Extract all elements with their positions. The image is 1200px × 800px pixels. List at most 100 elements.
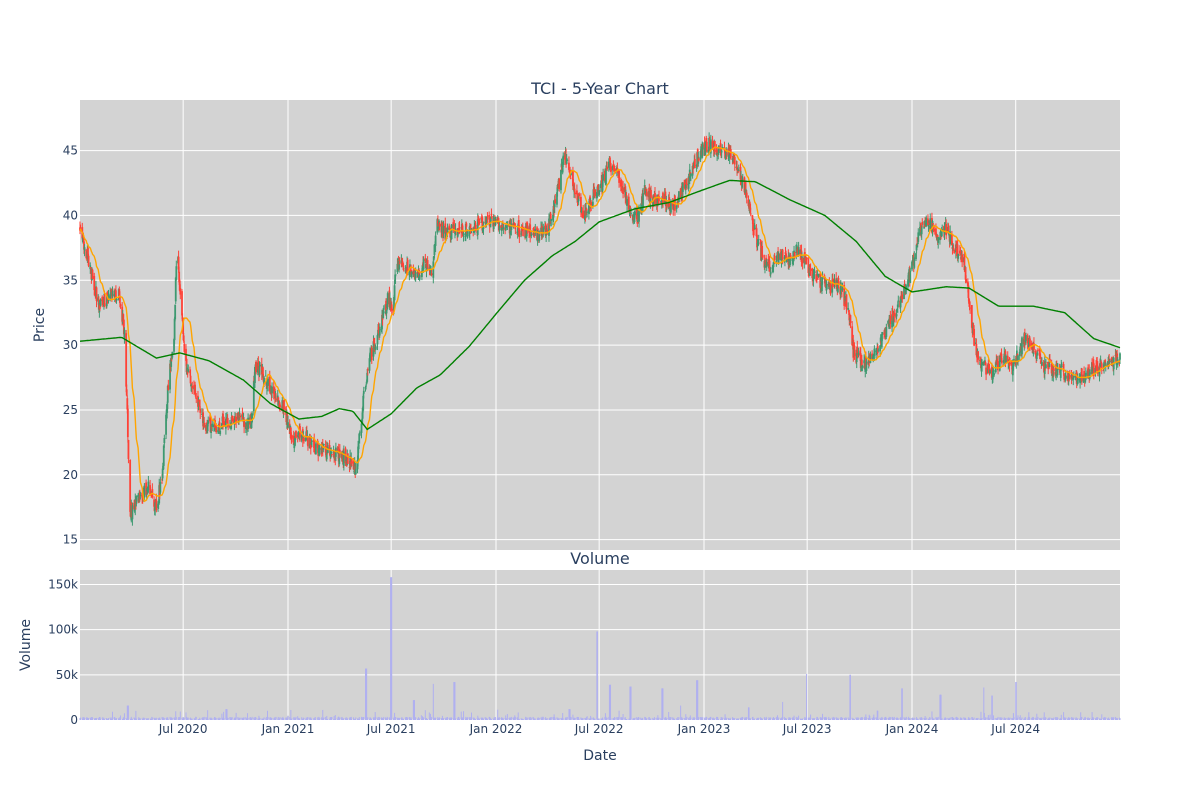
candle-body bbox=[1038, 349, 1041, 356]
candle-body bbox=[283, 399, 285, 410]
candle-body bbox=[458, 227, 461, 229]
candle-body bbox=[438, 223, 441, 227]
candle-body bbox=[452, 222, 455, 228]
candle-body bbox=[189, 375, 192, 384]
candle-body bbox=[110, 289, 113, 293]
candle-body bbox=[374, 346, 377, 350]
candle-body bbox=[879, 345, 881, 352]
candle-body bbox=[242, 417, 244, 419]
volume-axis-title: Volume bbox=[18, 619, 34, 671]
candle-body bbox=[919, 228, 922, 229]
candle-body bbox=[841, 290, 843, 292]
candle-body bbox=[847, 310, 850, 313]
candle-body bbox=[187, 369, 190, 372]
candle-body bbox=[514, 227, 517, 230]
candle-body bbox=[485, 216, 488, 220]
candle-body bbox=[416, 271, 419, 274]
candle-body bbox=[687, 176, 690, 189]
candle-body bbox=[739, 166, 742, 180]
candle-body bbox=[1039, 360, 1042, 364]
candle-body bbox=[310, 442, 313, 445]
candle-body bbox=[346, 453, 349, 464]
candle-body bbox=[354, 469, 357, 475]
candle-body bbox=[927, 225, 930, 227]
candle-body bbox=[966, 281, 969, 287]
candle-body bbox=[955, 241, 958, 251]
candle-body bbox=[666, 203, 668, 207]
candle-body bbox=[729, 149, 732, 158]
candle-body bbox=[556, 192, 558, 205]
candle-body bbox=[342, 451, 345, 466]
candle-body bbox=[490, 213, 493, 216]
candle-body bbox=[260, 364, 263, 375]
candle-body bbox=[544, 224, 547, 236]
candle-body bbox=[300, 434, 303, 441]
candle-body bbox=[357, 444, 360, 450]
candle-body bbox=[311, 441, 313, 442]
candle-body bbox=[1056, 369, 1059, 370]
candle-body bbox=[500, 228, 503, 231]
candle-body bbox=[361, 418, 363, 422]
price-y-tick-label: 40 bbox=[63, 208, 78, 222]
candle-body bbox=[186, 370, 189, 374]
candle-body bbox=[708, 138, 711, 150]
candle-body bbox=[785, 258, 788, 263]
candle-body bbox=[394, 274, 397, 284]
candle-body bbox=[323, 443, 325, 445]
candle-body bbox=[725, 153, 728, 155]
candle-body bbox=[526, 222, 529, 231]
candle-body bbox=[111, 290, 114, 297]
candle-body bbox=[174, 277, 177, 302]
candle-body bbox=[1071, 376, 1074, 378]
x-tick-label: Jul 2020 bbox=[158, 722, 208, 736]
candle-body bbox=[135, 496, 138, 504]
candle-body bbox=[268, 376, 271, 392]
candle-body bbox=[753, 229, 756, 231]
candle-body bbox=[430, 271, 432, 273]
candle-body bbox=[105, 294, 108, 307]
candle-body bbox=[1084, 372, 1087, 380]
candle-body bbox=[189, 371, 191, 373]
candle-body bbox=[940, 231, 943, 237]
candle-body bbox=[441, 225, 444, 227]
candle-body bbox=[596, 186, 599, 195]
candle-body bbox=[638, 209, 640, 222]
candle-body bbox=[166, 385, 169, 403]
candle-body bbox=[993, 373, 995, 376]
candle-body bbox=[386, 293, 389, 305]
candle-body bbox=[381, 314, 383, 330]
candle-body bbox=[869, 354, 872, 363]
candle-body bbox=[129, 459, 132, 512]
candle-body bbox=[899, 296, 902, 308]
candle-body bbox=[125, 389, 128, 396]
candle-body bbox=[302, 435, 305, 439]
candle-body bbox=[839, 285, 842, 295]
candle-body bbox=[95, 287, 98, 301]
candle-body bbox=[481, 217, 484, 231]
candle-body bbox=[303, 437, 305, 442]
candle-body bbox=[751, 215, 754, 221]
candle-body bbox=[992, 370, 994, 380]
candle-body bbox=[1014, 359, 1017, 366]
candle-body bbox=[728, 145, 730, 156]
candle-body bbox=[975, 344, 978, 356]
candle-body bbox=[226, 418, 229, 423]
candle-body bbox=[572, 184, 575, 189]
candle-body bbox=[660, 200, 663, 202]
candle-body bbox=[368, 358, 371, 371]
candle-body bbox=[510, 223, 513, 230]
candle-body bbox=[707, 149, 710, 154]
candle-body bbox=[1103, 362, 1105, 369]
candle-body bbox=[613, 165, 616, 168]
candle-body bbox=[325, 447, 328, 460]
candle-body bbox=[860, 359, 863, 366]
candle-body bbox=[549, 213, 552, 220]
candle-body bbox=[919, 226, 921, 236]
candle-body bbox=[877, 350, 880, 352]
candle-body bbox=[721, 147, 724, 148]
candle-body bbox=[210, 426, 212, 433]
candle-body bbox=[143, 485, 146, 498]
candle-body bbox=[789, 255, 792, 259]
candle-body bbox=[1111, 359, 1113, 361]
